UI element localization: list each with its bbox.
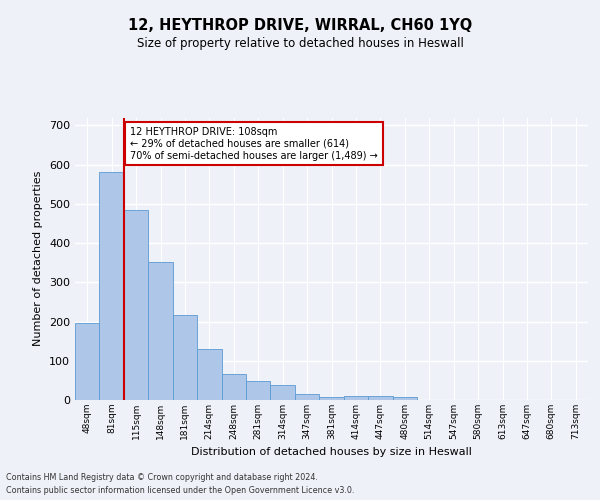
Text: Size of property relative to detached houses in Heswall: Size of property relative to detached ho…	[137, 38, 463, 51]
Bar	[173, 315, 197, 400]
Bar	[100, 172, 124, 400]
Text: Contains HM Land Registry data © Crown copyright and database right 2024.: Contains HM Land Registry data © Crown c…	[6, 472, 318, 482]
X-axis label: Distribution of detached houses by size in Heswall: Distribution of detached houses by size …	[191, 448, 472, 458]
Bar	[75, 322, 100, 400]
Bar	[368, 396, 392, 400]
Bar	[295, 394, 319, 400]
Bar	[271, 386, 295, 400]
Bar	[319, 397, 344, 400]
Bar	[246, 381, 271, 400]
Bar	[392, 398, 417, 400]
Bar	[148, 262, 173, 400]
Bar	[221, 374, 246, 400]
Bar	[197, 348, 221, 400]
Text: 12, HEYTHROP DRIVE, WIRRAL, CH60 1YQ: 12, HEYTHROP DRIVE, WIRRAL, CH60 1YQ	[128, 18, 472, 32]
Text: Contains public sector information licensed under the Open Government Licence v3: Contains public sector information licen…	[6, 486, 355, 495]
Text: 12 HEYTHROP DRIVE: 108sqm
← 29% of detached houses are smaller (614)
70% of semi: 12 HEYTHROP DRIVE: 108sqm ← 29% of detac…	[130, 128, 378, 160]
Bar	[124, 210, 148, 400]
Y-axis label: Number of detached properties: Number of detached properties	[34, 171, 43, 346]
Bar	[344, 396, 368, 400]
